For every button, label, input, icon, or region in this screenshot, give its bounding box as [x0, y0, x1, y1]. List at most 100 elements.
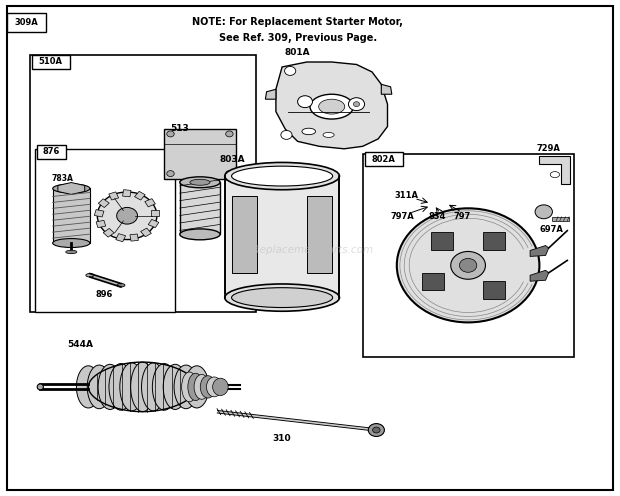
Circle shape [226, 131, 233, 137]
Ellipse shape [323, 132, 334, 137]
Circle shape [397, 208, 539, 322]
Circle shape [353, 102, 360, 107]
Bar [483, 232, 505, 249]
Ellipse shape [194, 374, 210, 399]
Circle shape [451, 251, 485, 279]
Bar [53, 188, 90, 243]
Bar [365, 152, 403, 166]
Bar [225, 176, 340, 298]
Ellipse shape [213, 378, 228, 396]
Bar [180, 182, 220, 234]
Ellipse shape [551, 172, 559, 178]
Text: 801A: 801A [285, 48, 311, 57]
Circle shape [285, 66, 296, 75]
Ellipse shape [131, 362, 154, 412]
Ellipse shape [37, 384, 43, 390]
Circle shape [226, 171, 233, 177]
Ellipse shape [86, 274, 94, 277]
Text: 834: 834 [428, 212, 446, 221]
Circle shape [167, 171, 174, 177]
Polygon shape [116, 234, 126, 242]
Ellipse shape [180, 229, 220, 240]
Ellipse shape [232, 166, 332, 186]
Text: 802A: 802A [372, 155, 396, 164]
Text: 309A: 309A [15, 18, 38, 27]
Ellipse shape [232, 288, 332, 308]
Bar [32, 55, 70, 69]
Bar [30, 55, 256, 312]
Circle shape [117, 207, 138, 224]
Polygon shape [96, 220, 105, 228]
Text: 510A: 510A [39, 58, 63, 66]
Ellipse shape [200, 376, 216, 398]
Ellipse shape [109, 364, 133, 410]
Polygon shape [530, 246, 549, 256]
Polygon shape [381, 84, 392, 94]
Polygon shape [276, 62, 388, 149]
Bar [552, 217, 569, 221]
Polygon shape [123, 189, 131, 197]
Ellipse shape [185, 366, 209, 408]
Text: 896: 896 [95, 290, 113, 299]
Circle shape [535, 205, 552, 219]
Bar [232, 196, 257, 273]
Text: 783A: 783A [51, 174, 73, 183]
Circle shape [298, 96, 312, 108]
Ellipse shape [180, 177, 220, 187]
Text: 310: 310 [273, 434, 291, 443]
Circle shape [167, 131, 174, 137]
Text: 729A: 729A [536, 144, 560, 153]
Bar [164, 129, 236, 179]
Polygon shape [539, 156, 570, 184]
Ellipse shape [174, 365, 198, 409]
Ellipse shape [182, 372, 197, 402]
Text: 513: 513 [170, 124, 189, 133]
Text: eReplacementParts.com: eReplacementParts.com [246, 246, 374, 255]
Text: 311A: 311A [394, 191, 418, 200]
Ellipse shape [163, 364, 187, 410]
Ellipse shape [120, 363, 144, 411]
Polygon shape [530, 270, 549, 281]
Ellipse shape [76, 366, 100, 408]
Polygon shape [151, 210, 159, 216]
Polygon shape [135, 191, 145, 200]
Bar [422, 273, 445, 291]
Polygon shape [130, 234, 138, 241]
Bar [363, 154, 574, 357]
Text: 797: 797 [453, 212, 471, 221]
Ellipse shape [190, 179, 210, 185]
Ellipse shape [310, 94, 353, 119]
Ellipse shape [141, 363, 166, 411]
Ellipse shape [53, 239, 90, 248]
Polygon shape [103, 229, 114, 237]
Polygon shape [145, 198, 156, 207]
Ellipse shape [87, 365, 111, 409]
Circle shape [373, 427, 380, 433]
Circle shape [459, 258, 477, 272]
Ellipse shape [188, 373, 203, 401]
Ellipse shape [98, 364, 122, 410]
Ellipse shape [206, 377, 222, 397]
Ellipse shape [319, 99, 345, 114]
Text: 797A: 797A [391, 212, 414, 221]
Polygon shape [98, 199, 109, 207]
Polygon shape [58, 183, 85, 194]
Bar [307, 196, 332, 273]
Polygon shape [94, 210, 104, 217]
Bar [35, 149, 175, 312]
Polygon shape [148, 219, 159, 228]
Text: 697A: 697A [539, 225, 564, 234]
Text: 544A: 544A [68, 340, 94, 349]
Circle shape [368, 424, 384, 436]
Polygon shape [109, 192, 118, 200]
Ellipse shape [53, 184, 90, 193]
Circle shape [281, 130, 292, 139]
Ellipse shape [117, 284, 125, 287]
Ellipse shape [225, 163, 340, 189]
Bar [37, 145, 66, 159]
Text: 803A: 803A [219, 155, 246, 164]
Text: 876: 876 [43, 147, 60, 156]
Text: NOTE: For Replacement Starter Motor,: NOTE: For Replacement Starter Motor, [192, 17, 403, 27]
Circle shape [97, 192, 157, 240]
Circle shape [348, 98, 365, 111]
